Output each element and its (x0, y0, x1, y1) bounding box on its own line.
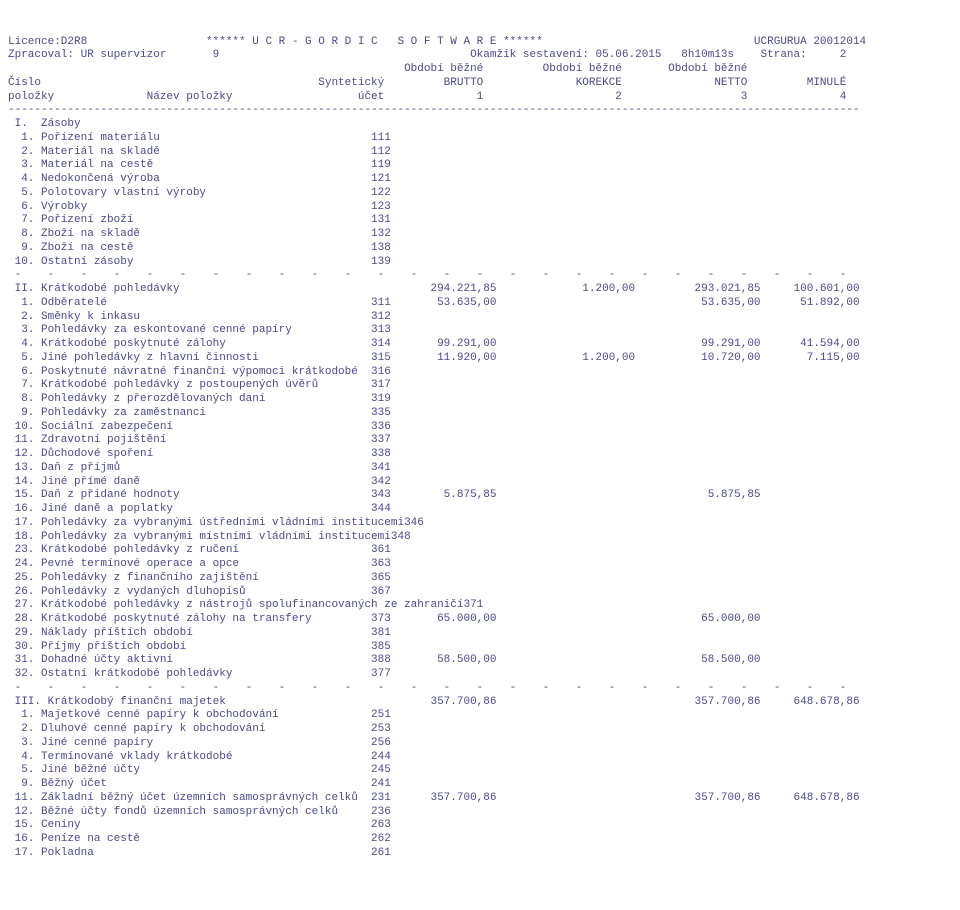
report-body: Licence:D2R8 ****** U C R - G O R D I C … (8, 36, 952, 861)
